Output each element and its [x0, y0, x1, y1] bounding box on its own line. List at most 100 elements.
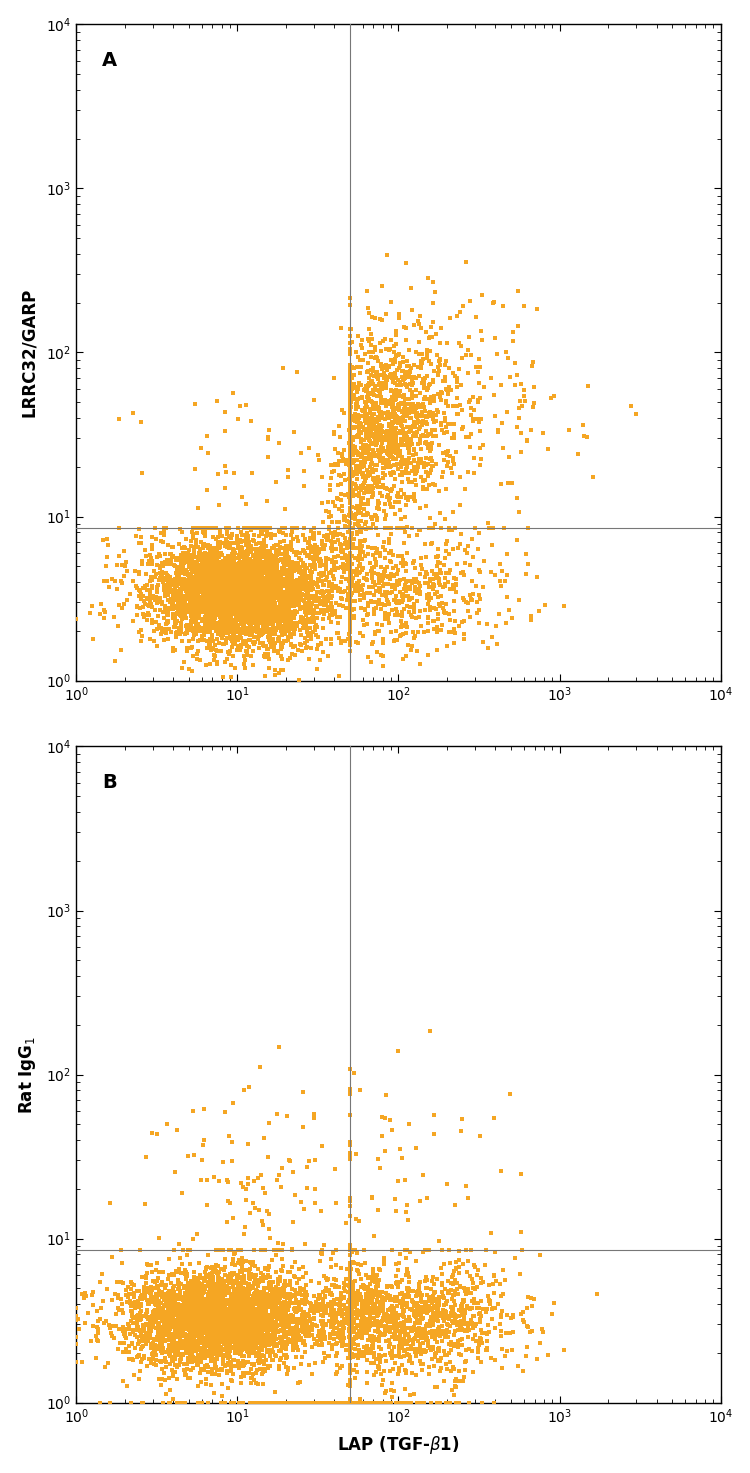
Point — [302, 592, 313, 616]
Point — [376, 1391, 388, 1414]
Point — [260, 570, 272, 594]
Point — [206, 517, 218, 541]
Point — [308, 541, 320, 564]
Point — [296, 1190, 307, 1214]
Point — [286, 580, 298, 604]
Point — [354, 1391, 366, 1414]
Point — [450, 1305, 462, 1329]
Point — [237, 1391, 249, 1414]
Point — [283, 1312, 295, 1336]
Point — [204, 569, 216, 592]
Point — [166, 1329, 178, 1352]
Point — [212, 561, 224, 585]
Point — [352, 395, 364, 418]
Point — [392, 1391, 404, 1414]
Point — [314, 549, 326, 573]
Point — [366, 417, 378, 440]
Point — [454, 1309, 466, 1333]
Point — [210, 1286, 222, 1309]
Point — [175, 1312, 187, 1336]
Point — [430, 424, 442, 448]
Point — [230, 595, 242, 619]
Point — [427, 567, 439, 591]
Point — [207, 555, 219, 579]
Point — [305, 561, 317, 585]
Point — [344, 411, 356, 435]
Point — [392, 393, 404, 417]
Point — [290, 570, 302, 594]
Point — [275, 638, 287, 661]
Point — [121, 560, 133, 583]
Point — [188, 573, 200, 597]
Point — [113, 517, 125, 541]
Point — [400, 421, 412, 445]
Point — [413, 1315, 425, 1339]
Point — [166, 1315, 178, 1339]
Point — [281, 1105, 293, 1128]
Point — [427, 1335, 439, 1358]
Point — [295, 632, 307, 655]
Point — [346, 507, 358, 530]
Point — [278, 549, 290, 573]
Point — [197, 1299, 209, 1323]
Point — [276, 1335, 288, 1358]
Point — [344, 1186, 356, 1209]
Point — [279, 1309, 291, 1333]
Point — [427, 389, 439, 412]
Point — [337, 1332, 349, 1355]
Point — [161, 1308, 173, 1332]
Point — [314, 1271, 326, 1295]
Point — [398, 383, 410, 407]
Point — [243, 580, 255, 604]
Point — [312, 633, 324, 657]
Point — [162, 582, 174, 605]
Point — [242, 597, 254, 620]
Point — [427, 574, 439, 598]
Point — [253, 605, 265, 629]
Point — [178, 561, 190, 585]
Point — [296, 583, 308, 607]
Point — [393, 302, 405, 326]
Point — [445, 1333, 457, 1357]
Point — [260, 1296, 272, 1320]
Point — [414, 580, 426, 604]
Point — [344, 1317, 355, 1340]
Point — [177, 1315, 189, 1339]
Point — [206, 573, 218, 597]
Point — [272, 1339, 284, 1363]
Point — [320, 1391, 332, 1414]
Point — [304, 1299, 316, 1323]
Point — [303, 1320, 315, 1343]
Point — [220, 1305, 232, 1329]
Point — [206, 1345, 218, 1368]
Point — [204, 1298, 216, 1321]
Point — [415, 1318, 427, 1342]
Point — [201, 588, 213, 611]
Point — [167, 1312, 179, 1336]
Point — [406, 586, 418, 610]
Point — [258, 1295, 270, 1318]
Point — [214, 1284, 226, 1308]
Point — [154, 1293, 166, 1317]
Point — [220, 626, 232, 650]
Point — [227, 574, 239, 598]
Point — [238, 644, 250, 667]
Point — [364, 446, 376, 470]
Point — [240, 583, 252, 607]
Point — [268, 1296, 280, 1320]
Point — [344, 387, 356, 411]
Point — [243, 1304, 255, 1327]
Point — [242, 560, 254, 583]
Point — [153, 1314, 165, 1337]
Point — [472, 1329, 484, 1352]
Point — [228, 1286, 240, 1309]
Point — [166, 1293, 178, 1317]
Point — [231, 1329, 243, 1352]
Point — [208, 588, 220, 611]
Point — [536, 1317, 548, 1340]
Point — [179, 1304, 191, 1327]
Point — [116, 1252, 128, 1276]
Point — [369, 454, 381, 477]
Point — [214, 1239, 226, 1262]
Point — [344, 337, 356, 361]
